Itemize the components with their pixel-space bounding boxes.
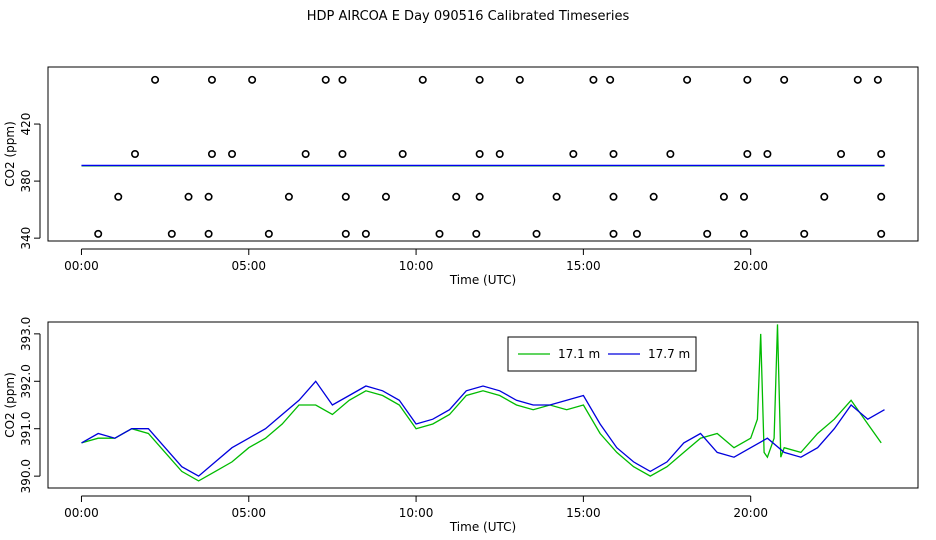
panel1-plot-frame: [47, 66, 919, 242]
panel1-data-point: [569, 150, 578, 159]
panel1-data-point: [763, 150, 772, 159]
panel1-data-point: [853, 75, 862, 84]
panel1-data-point: [284, 192, 293, 201]
panel1-data-point: [248, 75, 257, 84]
panel2-series-line-2: [81, 380, 885, 477]
panel1-data-point: [204, 229, 213, 238]
panel2-legend-label: 17.7 m: [648, 347, 690, 361]
panel1-data-point: [683, 75, 692, 84]
panel1-data-point: [877, 192, 886, 201]
panel2-x-tick-label: 00:00: [64, 506, 99, 520]
panel1-data-point: [739, 229, 748, 238]
panel1-data-point: [475, 150, 484, 159]
panel1-data-point: [338, 150, 347, 159]
panel1-data-point: [472, 229, 481, 238]
panel1-data-point: [877, 229, 886, 238]
panel1-data-point: [649, 192, 658, 201]
panel1-data-point: [452, 192, 461, 201]
panel1-y-axis-label: CO2 (ppm): [3, 121, 17, 187]
panel1-data-point: [609, 192, 618, 201]
panel1-data-point: [167, 229, 176, 238]
panel1-data-point: [589, 75, 598, 84]
panel2-y-axis-label: CO2 (ppm): [3, 372, 17, 438]
chart-title: HDP AIRCOA E Day 090516 Calibrated Times…: [306, 9, 630, 24]
panel1-data-point: [475, 192, 484, 201]
panel1-y-tick-label: 340: [19, 227, 33, 250]
panel1-x-axis-label: Time (UTC): [449, 273, 516, 287]
panel1-data-point: [94, 229, 103, 238]
panel1-data-point: [151, 75, 160, 84]
panel1-data-point: [338, 75, 347, 84]
panel1-data-point: [739, 192, 748, 201]
panel2-y-tick-label: 393.0: [19, 317, 33, 351]
panel1-data-point: [515, 75, 524, 84]
panel1-data-point: [877, 150, 886, 159]
panel2-x-tick-label: 10:00: [399, 506, 434, 520]
panel1-data-point: [552, 192, 561, 201]
panel2-y-tick-label: 392.0: [19, 364, 33, 398]
panel2-x-tick-label: 20:00: [733, 506, 768, 520]
panel1-x-tick-label: 15:00: [566, 259, 601, 273]
panel1-data-point: [341, 229, 350, 238]
panel1-data-point: [361, 229, 370, 238]
panel1-data-point: [719, 192, 728, 201]
panel1-data-point: [264, 229, 273, 238]
panel1-data-point: [131, 150, 140, 159]
panel2-y-tick-label: 390.0: [19, 459, 33, 493]
panel1-data-point: [184, 192, 193, 201]
panel2-plot-frame: [47, 321, 919, 489]
panel1-data-point: [820, 192, 829, 201]
panel1-data-point: [418, 75, 427, 84]
panel1-data-point: [114, 192, 123, 201]
panel1-data-point: [606, 75, 615, 84]
panel1-x-tick-label: 05:00: [231, 259, 266, 273]
panel2-x-axis-label: Time (UTC): [449, 520, 516, 534]
panel1-data-point: [532, 229, 541, 238]
panel1-data-point: [321, 75, 330, 84]
panel1-x-tick-label: 10:00: [399, 259, 434, 273]
panel1-data-point: [381, 192, 390, 201]
panel1-data-point: [837, 150, 846, 159]
panel2-x-tick-label: 15:00: [566, 506, 601, 520]
panel1-data-point: [780, 75, 789, 84]
panel1-data-point: [873, 75, 882, 84]
panel1-data-point: [632, 229, 641, 238]
panel2-legend-label: 17.1 m: [558, 347, 600, 361]
panel1-data-point: [495, 150, 504, 159]
panel1-x-tick-label: 00:00: [64, 259, 99, 273]
panel1-data-point: [228, 150, 237, 159]
panel1-data-point: [703, 229, 712, 238]
panel1-data-point: [341, 192, 350, 201]
panel1-data-point: [609, 229, 618, 238]
panel1-data-point: [609, 150, 618, 159]
panel2-x-tick-label: 05:00: [231, 506, 266, 520]
panel1-data-point: [475, 75, 484, 84]
panel1-data-point: [666, 150, 675, 159]
panel1-data-point: [207, 75, 216, 84]
panel1-data-point: [743, 150, 752, 159]
panel1-data-point: [435, 229, 444, 238]
panel1-x-tick-label: 20:00: [733, 259, 768, 273]
panel1-y-tick-label: 420: [19, 113, 33, 136]
panel2-y-tick-label: 391.0: [19, 412, 33, 446]
panel1-data-point: [398, 150, 407, 159]
panel1-data-point: [743, 75, 752, 84]
panel1-data-point: [207, 150, 216, 159]
panel1-y-tick-label: 380: [19, 170, 33, 193]
panel2-series-line-1: [81, 324, 882, 482]
panel1-data-point: [204, 192, 213, 201]
panel1-data-point: [301, 150, 310, 159]
panel1-data-point: [800, 229, 809, 238]
